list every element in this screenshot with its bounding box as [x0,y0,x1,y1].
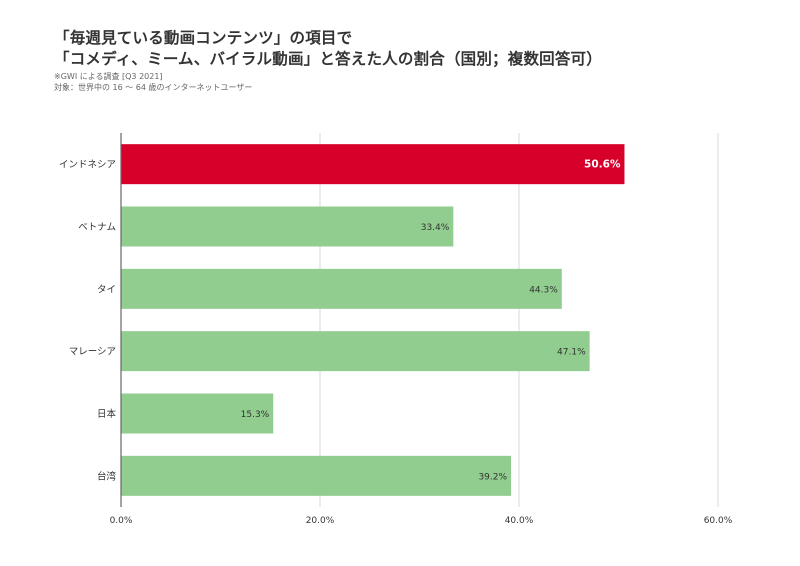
data-label: 44.3% [529,285,558,295]
chart-title: 「毎週見ている動画コンテンツ」の項目で 「コメディ、ミーム、バイラル動画」と答え… [54,28,602,70]
category-label: インドネシア [59,160,116,171]
data-label: 15.3% [241,410,270,420]
chart-title-line-1: 「毎週見ている動画コンテンツ」の項目で [54,29,353,47]
data-label: 33.4% [421,223,450,233]
x-tick-label: 40.0% [505,516,534,526]
bar [121,268,562,309]
target-note: 対象：世界中の 16 〜 64 歳のインターネットユーザー [54,83,253,92]
data-label: 47.1% [557,348,586,358]
data-label: 39.2% [478,472,507,482]
category-label: マレーシア [69,347,116,358]
x-tick-label: 20.0% [306,516,335,526]
category-label: 台湾 [97,470,117,482]
bar [121,393,274,434]
category-label: ベトナム [78,222,116,233]
x-tick-label: 60.0% [704,516,733,526]
bar [121,144,625,185]
bar [121,206,454,247]
category-label: 日本 [97,408,117,420]
chart-title-line-2: 「コメディ、ミーム、バイラル動画」と答えた人の割合（国別；複数回答可） [54,50,602,68]
source-note: ※GWI による調査 [Q3 2021] [54,72,163,81]
bar [121,455,512,496]
data-label: 50.6% [584,159,621,171]
x-tick-label: 0.0% [110,516,133,526]
category-label: タイ [97,284,116,295]
bar [121,331,590,372]
